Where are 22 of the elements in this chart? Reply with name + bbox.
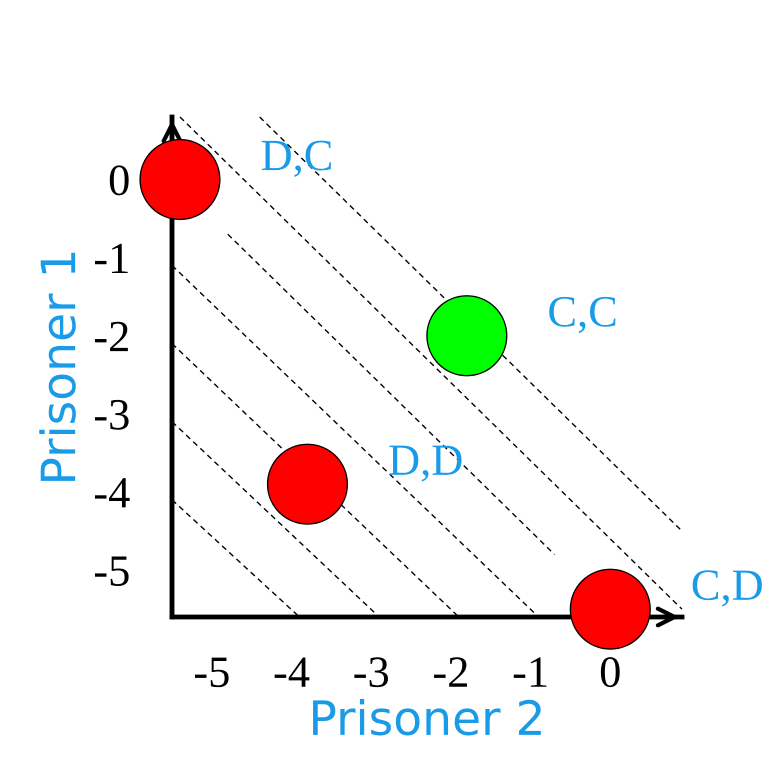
- y-tick-label: -3: [94, 400, 129, 430]
- annotation: D,D: [389, 446, 462, 482]
- x-tick-label: -5: [194, 658, 229, 688]
- x-tick-label: -2: [434, 657, 467, 687]
- x-tick-label: 0: [600, 657, 620, 688]
- annotation: C,C: [549, 296, 616, 334]
- annotation: D,C: [262, 140, 331, 177]
- x-tick-label: -3: [354, 657, 388, 688]
- y-tick-label: -1: [94, 244, 128, 274]
- y-tick-label: -2: [94, 322, 128, 352]
- x-tick-label: -1: [514, 657, 546, 687]
- point: [266, 444, 348, 525]
- point: [139, 138, 221, 220]
- point: [570, 568, 651, 650]
- y-tick-label: -4: [94, 478, 130, 508]
- x-axis-title: Prisoner 2: [313, 698, 541, 736]
- y-tick-label: 0: [110, 165, 129, 196]
- y-axis-title: Prisoner 1: [39, 252, 76, 481]
- point: [426, 295, 508, 376]
- x-tick-label: -4: [274, 657, 310, 687]
- annotation: C,D: [692, 570, 762, 607]
- y-tick-label: -5: [94, 556, 129, 586]
